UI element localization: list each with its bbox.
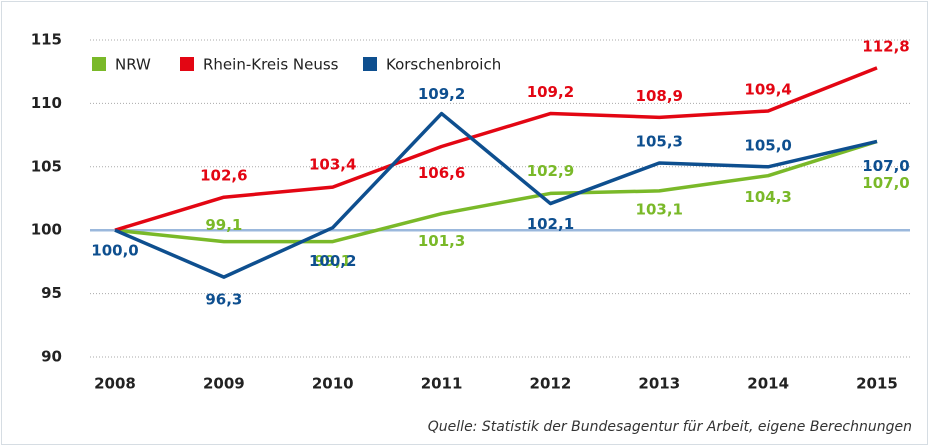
data-label: 106,6 xyxy=(418,164,465,182)
data-label: 104,3 xyxy=(744,188,791,206)
data-label: 112,8 xyxy=(862,37,909,55)
series-line xyxy=(114,139,878,244)
data-label: 109,2 xyxy=(527,83,574,101)
data-label: 99,1 xyxy=(314,252,351,270)
x-tick-label: 2010 xyxy=(312,375,354,393)
data-label: 101,3 xyxy=(418,232,465,250)
legend-swatch xyxy=(180,57,194,71)
y-tick-label: 105 xyxy=(31,157,62,175)
data-label: 96,3 xyxy=(205,291,242,309)
x-tick-label: 2015 xyxy=(856,375,898,393)
legend-label: Korschenbroich xyxy=(386,56,501,74)
y-tick-label: 115 xyxy=(31,31,62,49)
y-tick-label: 95 xyxy=(41,284,62,302)
x-tick-label: 2008 xyxy=(94,375,136,393)
data-label: 99,1 xyxy=(205,216,242,234)
data-label: 107,0 xyxy=(862,157,909,175)
data-label: 103,4 xyxy=(309,156,356,174)
data-label: 102,9 xyxy=(527,162,574,180)
y-tick-label: 100 xyxy=(31,221,62,239)
legend-swatch xyxy=(92,57,106,71)
data-label: 102,6 xyxy=(200,167,247,185)
data-label: 109,4 xyxy=(744,81,791,99)
data-label: 105,3 xyxy=(636,132,683,150)
series-line xyxy=(114,111,878,279)
data-label: 105,0 xyxy=(744,136,791,154)
data-label: 103,1 xyxy=(636,200,683,218)
data-label: 102,1 xyxy=(527,215,574,233)
x-tick-label: 2012 xyxy=(530,375,572,393)
data-label: 108,9 xyxy=(636,87,683,105)
data-label: 100,0 xyxy=(91,242,138,260)
y-tick-label: 90 xyxy=(41,348,62,366)
y-tick-label: 110 xyxy=(31,94,62,112)
x-tick-label: 2013 xyxy=(638,375,680,393)
legend-label: NRW xyxy=(115,56,151,74)
data-label: 100,2 xyxy=(309,252,356,270)
series-line xyxy=(114,66,878,232)
x-tick-label: 2011 xyxy=(421,375,463,393)
x-tick-label: 2009 xyxy=(203,375,245,393)
data-label: 107,0 xyxy=(862,174,909,192)
source: Quelle: Statistik der Bundesagentur für … xyxy=(428,419,912,435)
legend-label: Rhein-Kreis Neuss xyxy=(203,56,339,74)
x-tick-label: 2014 xyxy=(747,375,789,393)
data-label: 109,2 xyxy=(418,85,465,103)
legend-swatch xyxy=(363,57,377,71)
